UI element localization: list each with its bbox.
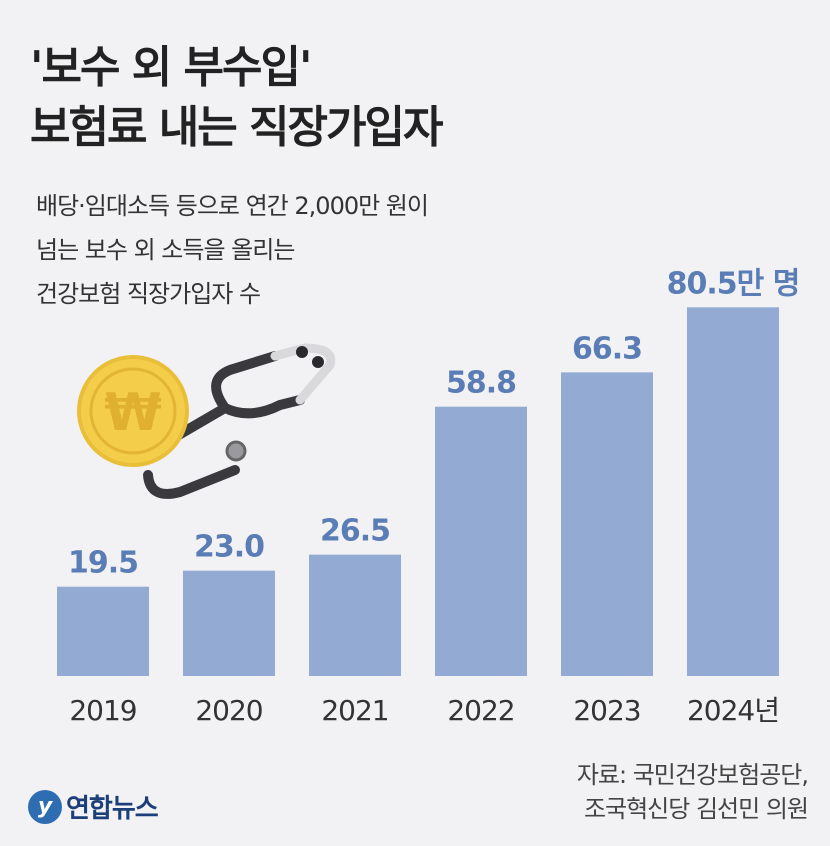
x-tick-label: 2021 bbox=[321, 694, 388, 727]
bar-2020 bbox=[183, 570, 275, 676]
stethoscope-icon bbox=[143, 465, 240, 499]
logo-mark-icon: y bbox=[28, 789, 62, 824]
bar-2024년 bbox=[687, 307, 779, 676]
value-label: 23.0 bbox=[194, 530, 264, 565]
bar-2022 bbox=[435, 406, 527, 676]
svg-text:₩: ₩ bbox=[104, 383, 161, 443]
chart-subtitle: 배당·임대소득 등으로 연간 2,000만 원이 넘는 보수 외 소득을 올리는… bbox=[36, 184, 429, 316]
value-label: 19.5 bbox=[68, 546, 138, 581]
value-label: 26.5 bbox=[320, 514, 390, 549]
title-line-1: '보수 외 부수입' bbox=[30, 42, 312, 93]
won-coin-icon bbox=[77, 355, 189, 467]
source-line-1: 자료: 국민건강보험공단, bbox=[576, 761, 809, 789]
x-tick-label: 2023 bbox=[573, 694, 640, 727]
subtitle-line-3: 건강보험 직장가입자 수 bbox=[36, 280, 261, 308]
logo-text: 연합뉴스 bbox=[66, 794, 159, 824]
source-line-2: 조국혁신당 김선민 의원 bbox=[583, 795, 809, 823]
x-tick-label: 2024년 bbox=[687, 694, 779, 727]
bar-2021 bbox=[309, 554, 401, 676]
value-label: 66.3 bbox=[572, 331, 642, 366]
title-line-2: 보험료 내는 직장가입자 bbox=[30, 102, 443, 153]
stethoscope-coin-illustration: ₩ bbox=[77, 343, 336, 499]
subtitle-line-1: 배당·임대소득 등으로 연간 2,000만 원이 bbox=[36, 192, 429, 220]
x-tick-label: 2020 bbox=[195, 694, 262, 727]
x-tick-label: 2019 bbox=[69, 694, 136, 727]
x-tick-label: 2022 bbox=[447, 694, 514, 727]
yonhap-logo: y 연합뉴스 bbox=[28, 788, 159, 825]
subtitle-line-2: 넘는 보수 외 소득을 올리는 bbox=[36, 236, 295, 264]
value-label: 58.8 bbox=[446, 366, 516, 401]
value-label: 80.5만 명 bbox=[667, 266, 800, 301]
bar-2019 bbox=[57, 586, 149, 676]
source-note: 자료: 국민건강보험공단, 조국혁신당 김선민 의원 bbox=[576, 758, 809, 826]
bar-2023 bbox=[561, 372, 653, 676]
stethoscope-chestpiece-icon bbox=[225, 440, 247, 462]
chart-title: '보수 외 부수입' 보험료 내는 직장가입자 bbox=[30, 38, 443, 158]
